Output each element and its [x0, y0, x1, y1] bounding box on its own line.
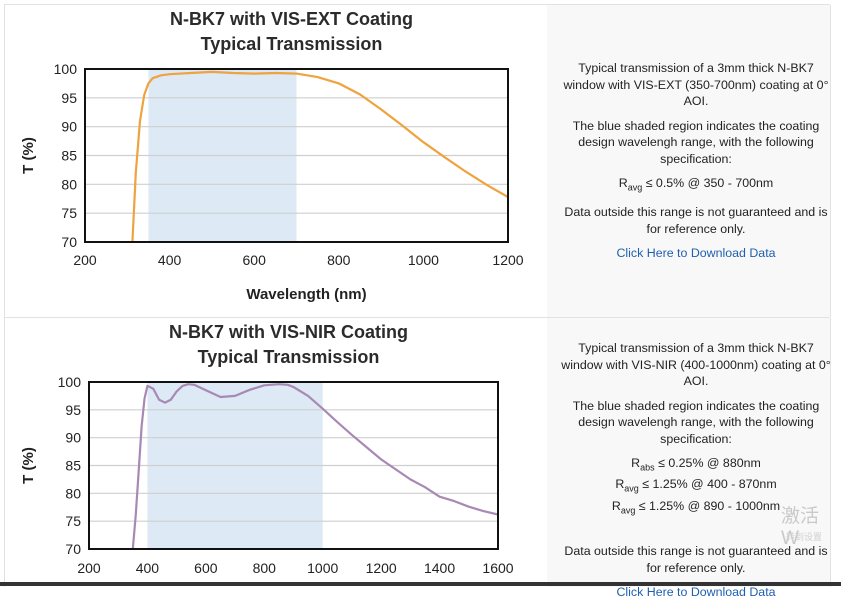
x-tick-label: 1200 [366, 560, 397, 576]
y-tick-label: 70 [61, 234, 77, 250]
x-tick-label: 800 [253, 560, 277, 576]
spec-subscript: abs [640, 462, 655, 473]
shaded-note: The blue shaded region indicates the coa… [572, 398, 820, 446]
transmission-series-line [131, 383, 498, 549]
description-panel: Typical transmission of a 3mm thick N-BK… [547, 5, 831, 317]
spec-subscript: avg [620, 505, 636, 516]
x-tick-label: 1000 [408, 252, 439, 268]
spec-symbol: R [618, 176, 628, 190]
spec-value: ≤ 0.5% @ 350 - 700nm [642, 176, 774, 190]
y-tick-label: 95 [65, 402, 81, 418]
chart-panel: N-BK7 with VIS-NIR Coating Typical Transm… [4, 318, 548, 587]
product-row-vis-ext: N-BK7 with VIS-EXT Coating Typical Transm… [4, 4, 831, 317]
y-tick-label: 75 [61, 205, 77, 221]
disclaimer-text: Data outside this range is not guarantee… [564, 205, 828, 236]
product-row-vis-nir: N-BK7 with VIS-NIR Coating Typical Transm… [4, 317, 831, 599]
spec-value: ≤ 0.25% @ 880nm [654, 456, 761, 470]
x-tick-label: 800 [327, 252, 351, 268]
description-text: Typical transmission of a 3mm thick N-BK… [563, 61, 829, 108]
bottom-scrollbar[interactable] [0, 582, 841, 586]
y-tick-label: 85 [61, 148, 77, 164]
spec-value: ≤ 1.25% @ 400 - 870nm [638, 477, 777, 492]
spec-list: Ravg ≤ 0.5% @ 350 - 700nm [561, 175, 831, 196]
x-tick-label: 600 [194, 560, 218, 576]
y-tick-label: 80 [61, 176, 77, 192]
transmission-chart-vis-nir: N-BK7 with VIS-NIR Coating Typical Transm… [20, 322, 514, 576]
spec-list: Rabs ≤ 0.25% @ 880nm Ravg ≤ 1.25% @ 400 -… [561, 455, 831, 519]
x-tick-label: 600 [243, 252, 267, 268]
spec-line: Rabs ≤ 0.25% @ 880nm [561, 455, 831, 476]
x-axis-label: Wavelength (nm) [246, 286, 366, 303]
spec-symbol: R [611, 498, 621, 513]
x-tick-label: 1600 [482, 560, 513, 576]
chart-title: N-BK7 with VIS-NIR Coating [169, 322, 408, 342]
chart-title: N-BK7 with VIS-EXT Coating [170, 9, 413, 29]
plot-frame [84, 68, 509, 243]
chart-subtitle: Typical Transmission [198, 347, 380, 367]
download-data-link[interactable]: Click Here to Download Data [616, 585, 776, 600]
x-tick-label: 400 [158, 252, 182, 268]
spec-symbol: R [631, 456, 641, 470]
spec-line: Ravg ≤ 0.5% @ 350 - 700nm [561, 175, 831, 196]
spec-line: Ravg ≤ 1.25% @ 890 - 1000nm [561, 498, 831, 519]
x-tick-label: 1200 [492, 252, 523, 268]
plot-frame [88, 381, 499, 550]
chart-subtitle: Typical Transmission [201, 34, 383, 54]
transmission-chart-vis-ext: N-BK7 with VIS-EXT Coating Typical Transm… [20, 9, 524, 303]
y-tick-label: 100 [58, 374, 82, 390]
disclaimer-text: Data outside this range is not guarantee… [564, 544, 828, 575]
description-text: Typical transmission of a 3mm thick N-BK… [561, 341, 831, 388]
x-tick-label: 1000 [307, 560, 338, 576]
y-tick-label: 90 [65, 430, 81, 446]
transmission-series-line [131, 70, 508, 242]
y-axis-label: T (%) [20, 447, 37, 484]
y-tick-label: 90 [61, 119, 77, 135]
activation-watermark-sub: 转到设置 [786, 532, 823, 542]
spec-subscript: avg [627, 182, 643, 193]
y-tick-label: 95 [61, 90, 77, 106]
spec-subscript: avg [624, 483, 639, 494]
spec-value: ≤ 1.25% @ 890 - 1000nm [635, 498, 781, 513]
x-tick-label: 1400 [424, 560, 455, 576]
description-panel: Typical transmission of a 3mm thick N-BK… [547, 318, 831, 599]
description-block: Typical transmission of a 3mm thick N-BK… [561, 60, 831, 270]
x-tick-label: 200 [73, 252, 97, 268]
y-tick-label: 85 [65, 458, 81, 474]
y-axis-label: T (%) [20, 137, 37, 174]
x-tick-label: 400 [136, 560, 160, 576]
y-tick-label: 75 [65, 513, 81, 529]
y-tick-label: 80 [65, 485, 81, 501]
download-data-link[interactable]: Click Here to Download Data [616, 246, 776, 261]
description-block: Typical transmission of a 3mm thick N-BK… [561, 340, 831, 609]
activation-watermark: 激活 W [781, 506, 820, 549]
chart-panel: N-BK7 with VIS-EXT Coating Typical Transm… [4, 5, 548, 317]
spec-symbol: R [615, 477, 625, 492]
shaded-note: The blue shaded region indicates the coa… [572, 118, 820, 166]
x-tick-label: 200 [77, 560, 101, 576]
spec-line: Ravg ≤ 1.25% @ 400 - 870nm [561, 476, 831, 497]
y-tick-label: 70 [65, 541, 81, 557]
y-tick-label: 100 [54, 61, 78, 77]
